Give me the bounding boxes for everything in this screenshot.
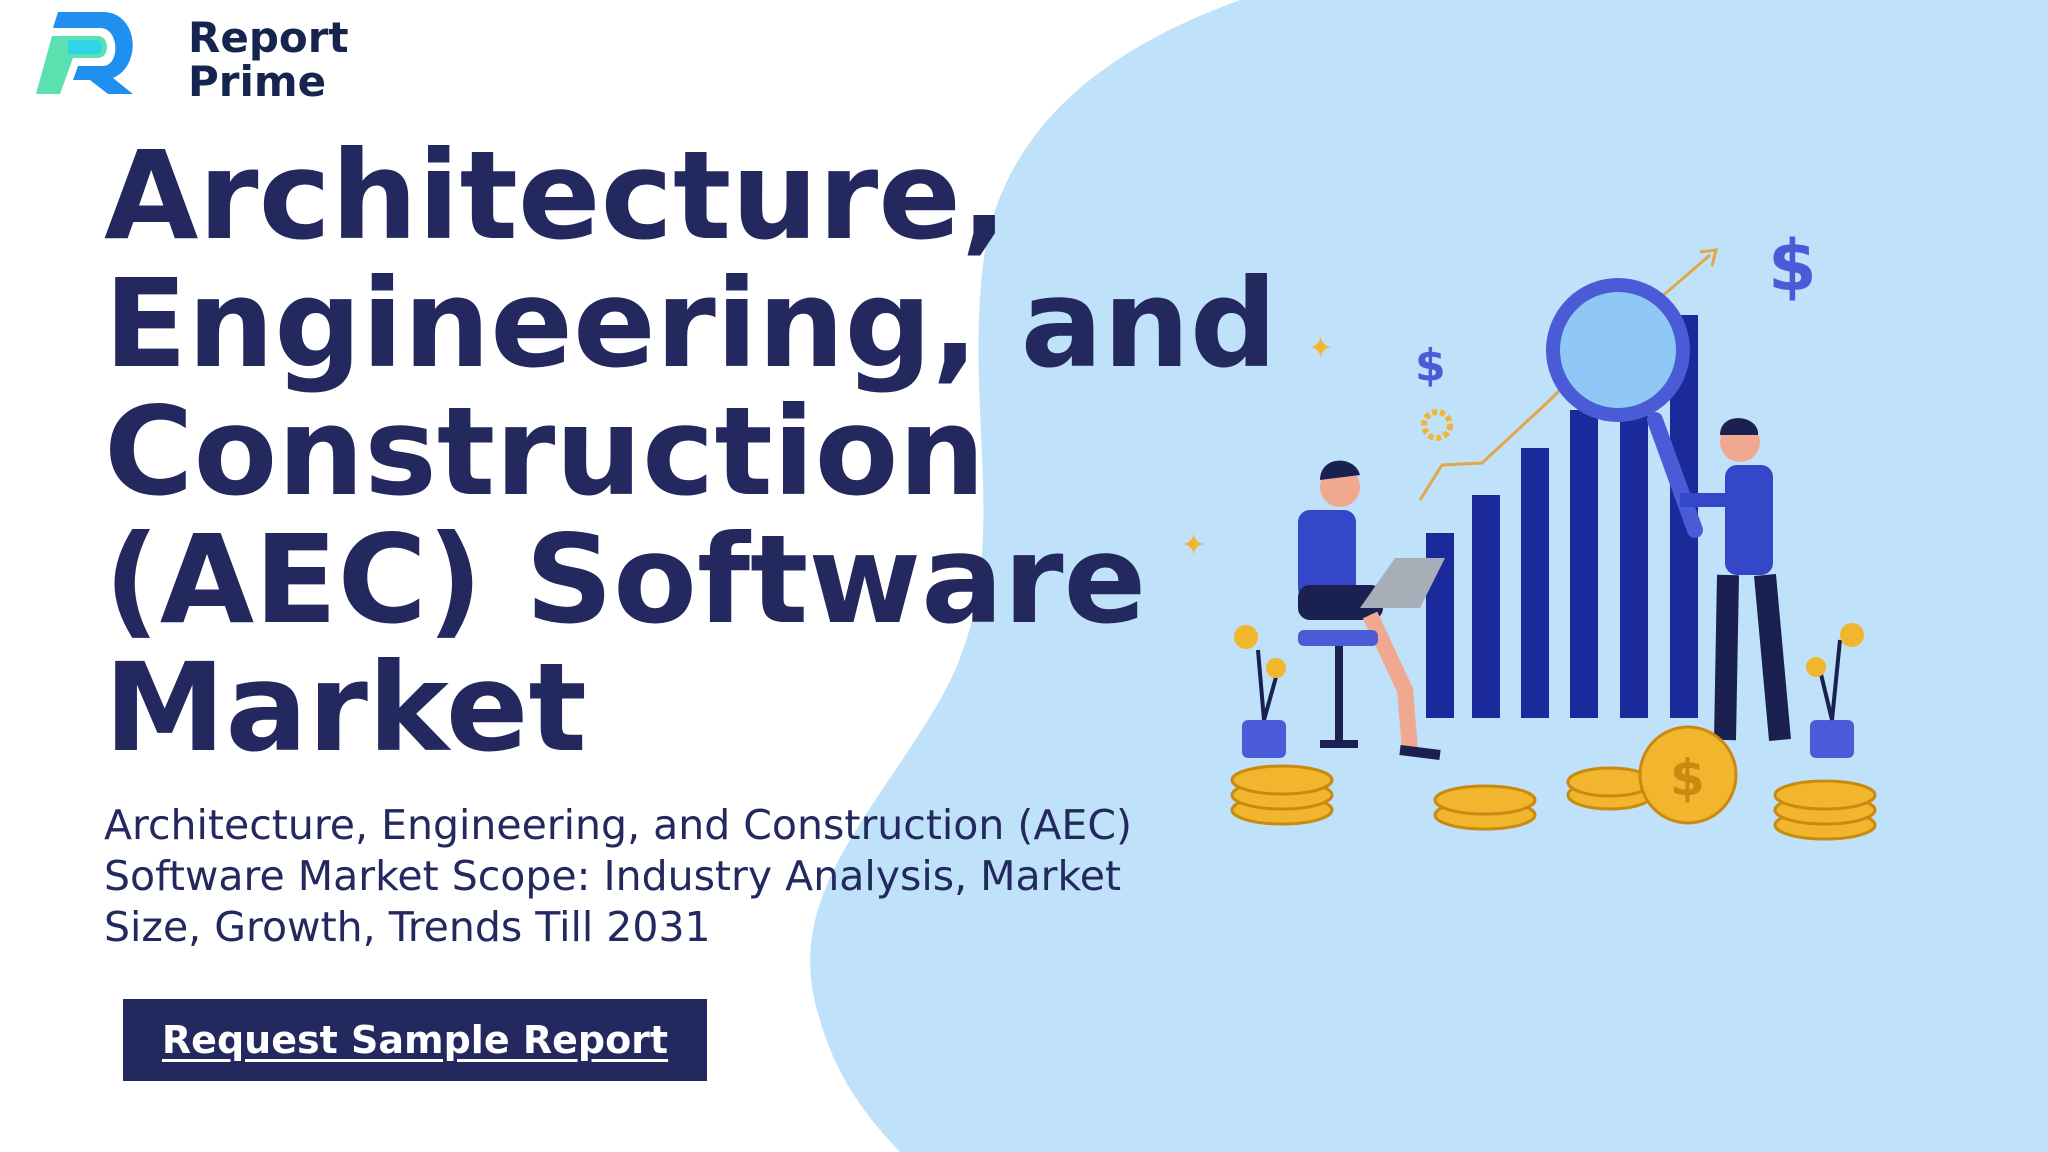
- coin-icon: [1230, 725, 1877, 841]
- page-title: Architecture, Engineering, and Construct…: [104, 125, 1278, 779]
- dollar-icon: $: [1415, 340, 1446, 391]
- brand-name-line1: Report: [188, 13, 349, 62]
- gear-icon: [1421, 409, 1453, 441]
- page-subtitle: Architecture, Engineering, and Construct…: [104, 801, 1132, 951]
- plant-icon: [1234, 625, 1286, 758]
- magnifier-icon: [1546, 278, 1703, 538]
- logo-mark-icon: [36, 12, 133, 94]
- dollar-icon: $: [1670, 749, 1705, 807]
- request-sample-report-button[interactable]: Request Sample Report: [123, 999, 707, 1081]
- sparkle-icon: ✦: [1181, 528, 1206, 563]
- report-prime-logo[interactable]: Report Prime: [28, 10, 349, 104]
- woman-with-laptop: [1298, 460, 1445, 760]
- sparkle-icon: ✦: [1308, 331, 1333, 366]
- dollar-icon: $: [1768, 225, 1817, 307]
- brand-name-line2: Prime: [188, 57, 327, 106]
- market-growth-illustration: $ $ ✦ ✦ $: [1181, 225, 1877, 841]
- man-with-magnifier: [1680, 418, 1791, 741]
- plant-icon: [1806, 623, 1864, 758]
